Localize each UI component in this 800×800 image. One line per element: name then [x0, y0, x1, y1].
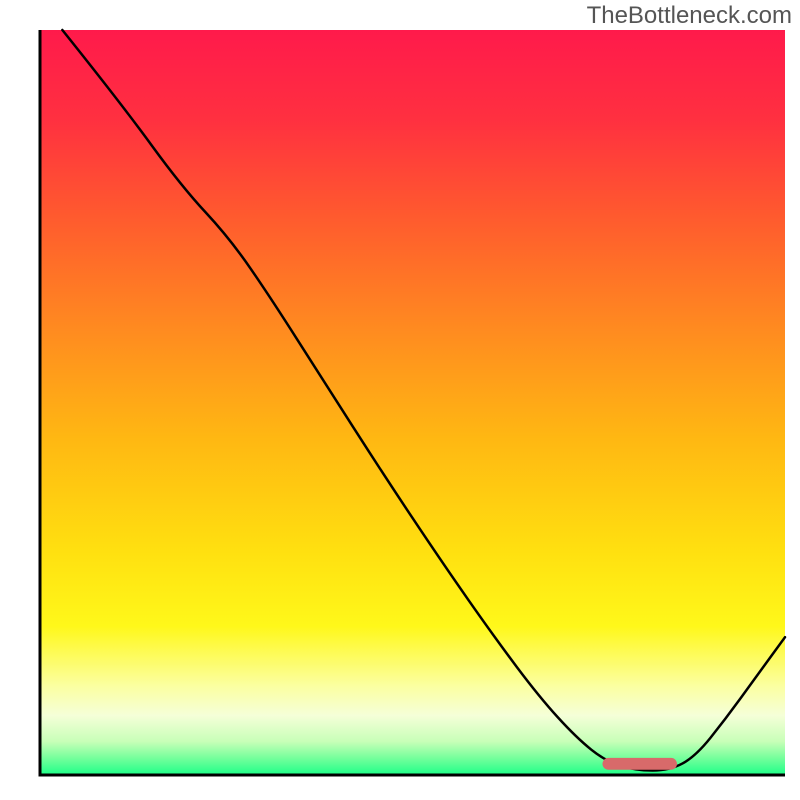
bottleneck-chart: TheBottleneck.com: [0, 0, 800, 800]
watermark-text: TheBottleneck.com: [587, 2, 792, 30]
chart-gradient-bg: [40, 30, 785, 775]
optimal-range-marker: [602, 758, 677, 770]
chart-svg: [0, 0, 800, 800]
